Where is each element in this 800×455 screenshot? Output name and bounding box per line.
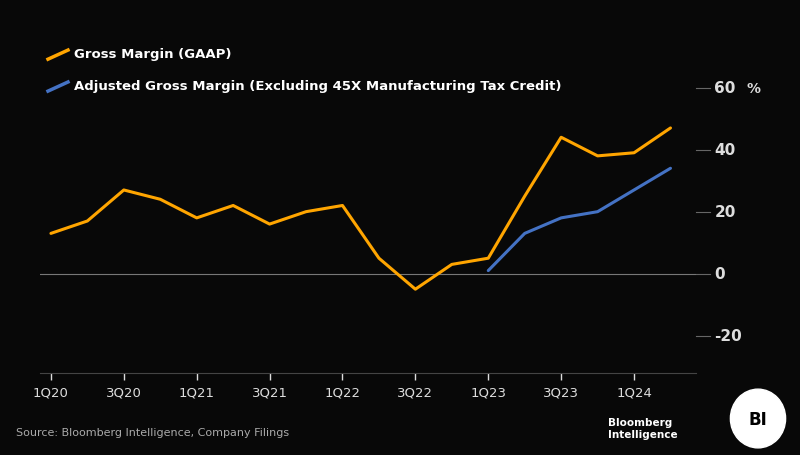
Text: BI: BI — [749, 410, 767, 428]
Text: 40: 40 — [714, 143, 736, 158]
Text: Source: Bloomberg Intelligence, Company Filings: Source: Bloomberg Intelligence, Company … — [16, 427, 289, 437]
Text: Bloomberg
Intelligence: Bloomberg Intelligence — [608, 417, 678, 439]
Text: 0: 0 — [714, 267, 725, 282]
Circle shape — [730, 389, 786, 448]
Text: Gross Margin (GAAP): Gross Margin (GAAP) — [74, 48, 231, 61]
Text: %: % — [746, 81, 761, 96]
Text: 60: 60 — [714, 81, 736, 96]
Text: Adjusted Gross Margin (Excluding 45X Manufacturing Tax Credit): Adjusted Gross Margin (Excluding 45X Man… — [74, 80, 561, 93]
Text: -20: -20 — [714, 329, 742, 344]
Text: 20: 20 — [714, 205, 736, 220]
